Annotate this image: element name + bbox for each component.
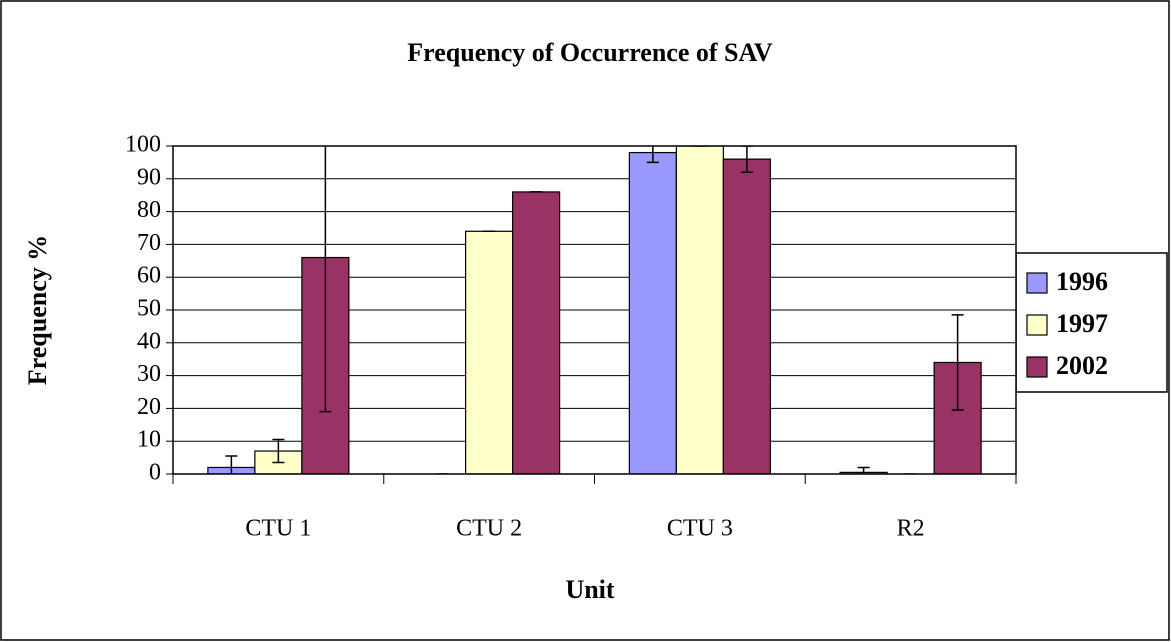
error-bar	[646, 146, 659, 164]
y-tick-label: 60	[137, 263, 161, 289]
y-tick-label: 100	[125, 132, 161, 158]
legend-label: 2002	[1056, 351, 1108, 380]
y-tick-label: 80	[137, 197, 161, 223]
bar	[512, 191, 561, 474]
y-axis-label: Frequency %	[23, 235, 52, 385]
bar	[628, 151, 677, 474]
y-tick-label: 20	[137, 394, 161, 420]
legend-swatch	[1026, 314, 1048, 336]
y-tick-label: 70	[137, 230, 161, 256]
legend-label: 1996	[1056, 267, 1108, 296]
y-tick-label: 90	[137, 164, 161, 190]
error-bar	[951, 314, 964, 411]
bar	[465, 230, 514, 474]
legend-label: 1997	[1056, 309, 1108, 338]
y-tick-label: 10	[137, 427, 161, 453]
x-tick-label: CTU 2	[456, 516, 522, 542]
legend-swatch	[1026, 356, 1048, 378]
x-tick-label: CTU 1	[245, 516, 311, 542]
bar	[675, 146, 724, 474]
error-bar	[272, 438, 285, 464]
x-axis-label: Unit	[565, 575, 614, 604]
x-tick-label: R2	[897, 516, 925, 542]
y-tick-label: 30	[137, 361, 161, 387]
legend-swatch	[1026, 272, 1048, 294]
bar	[722, 158, 771, 474]
bars	[207, 146, 982, 474]
y-tick-label: 40	[137, 328, 161, 354]
error-bar	[857, 466, 870, 474]
error-bar	[225, 455, 238, 474]
x-tick-label: CTU 3	[667, 516, 733, 542]
y-tick-label: 50	[137, 296, 161, 322]
y-tick-label: 0	[149, 460, 161, 486]
error-bar	[319, 146, 332, 413]
chart-title: Frequency of Occurrence of SAV	[407, 38, 773, 67]
error-bar	[740, 146, 753, 173]
